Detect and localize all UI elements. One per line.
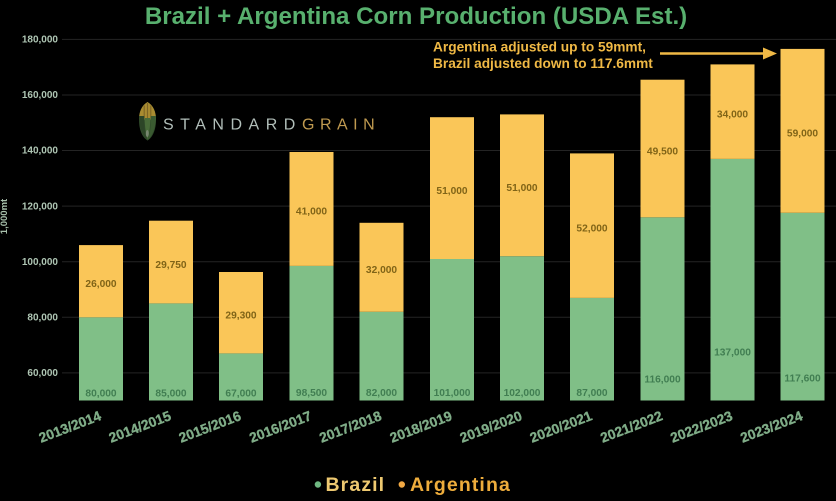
svg-text:67,000: 67,000 — [225, 389, 256, 400]
svg-text:140,000: 140,000 — [22, 146, 59, 157]
svg-text:160,000: 160,000 — [22, 90, 59, 101]
svg-text:STANDARD: STANDARD — [163, 117, 302, 134]
svg-text:Brazil: Brazil — [326, 474, 386, 496]
svg-text:29,750: 29,750 — [155, 260, 186, 271]
svg-text:117,600: 117,600 — [784, 374, 821, 385]
svg-text:52,000: 52,000 — [576, 223, 607, 234]
svg-text:82,000: 82,000 — [366, 388, 397, 399]
svg-text:Argentina adjusted up to 59mmt: Argentina adjusted up to 59mmt, — [433, 40, 646, 55]
svg-text:180,000: 180,000 — [22, 35, 59, 46]
svg-text:GRAIN: GRAIN — [302, 117, 380, 134]
svg-text:29,300: 29,300 — [225, 311, 256, 322]
svg-text:51,000: 51,000 — [506, 183, 537, 194]
svg-text:Argentina: Argentina — [410, 474, 511, 496]
svg-text:137,000: 137,000 — [714, 348, 751, 359]
svg-text:80,000: 80,000 — [27, 313, 58, 324]
svg-text:120,000: 120,000 — [22, 201, 59, 212]
svg-text:98,500: 98,500 — [296, 388, 327, 399]
svg-text:34,000: 34,000 — [717, 109, 748, 120]
svg-text:32,000: 32,000 — [366, 265, 397, 276]
svg-text:26,000: 26,000 — [85, 279, 116, 290]
svg-text:85,000: 85,000 — [155, 389, 186, 400]
svg-text:Brazil adjusted down to 117.6m: Brazil adjusted down to 117.6mmt — [433, 56, 653, 71]
svg-text:116,000: 116,000 — [644, 375, 681, 386]
svg-text:51,000: 51,000 — [436, 186, 467, 197]
svg-text:102,000: 102,000 — [504, 388, 541, 399]
svg-text:41,000: 41,000 — [296, 207, 327, 218]
svg-text:49,500: 49,500 — [647, 146, 678, 157]
svg-text:60,000: 60,000 — [27, 368, 58, 379]
svg-text:Brazil + Argentina Corn Produc: Brazil + Argentina Corn Production (USDA… — [145, 3, 687, 30]
svg-text:80,000: 80,000 — [85, 389, 116, 400]
svg-text:101,000: 101,000 — [434, 388, 471, 399]
svg-text:59,000: 59,000 — [787, 129, 818, 140]
svg-text:1,000mt: 1,000mt — [0, 198, 10, 234]
svg-text:100,000: 100,000 — [22, 257, 59, 268]
svg-text:87,000: 87,000 — [576, 388, 607, 399]
